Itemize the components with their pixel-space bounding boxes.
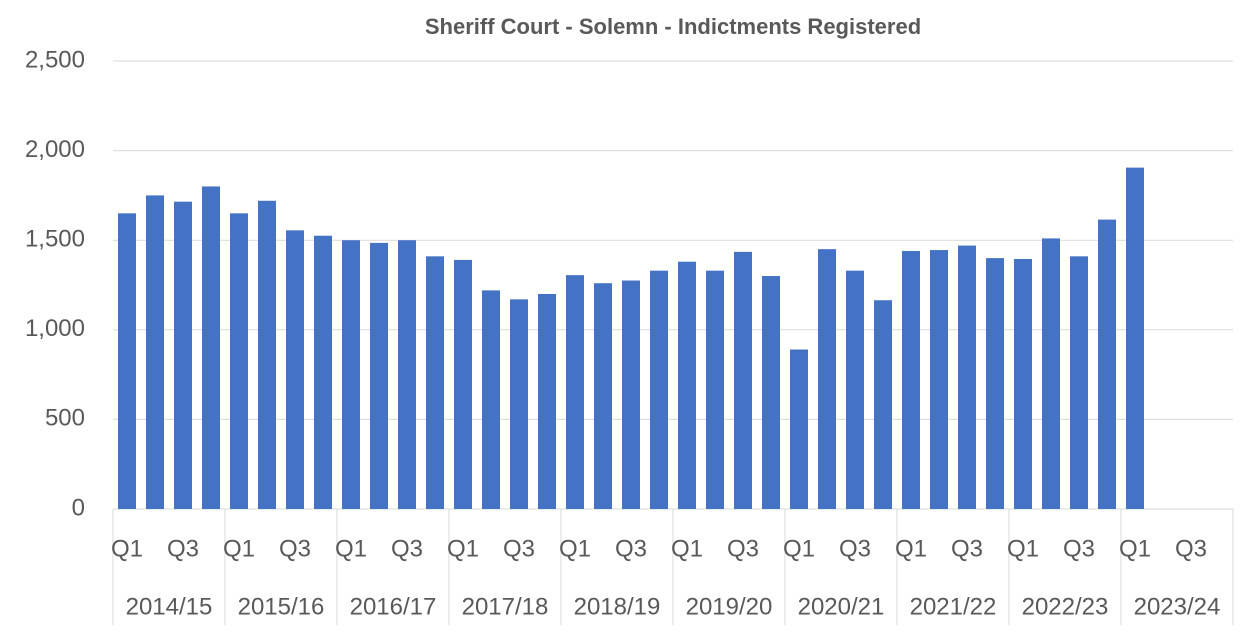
bar bbox=[566, 275, 584, 509]
group-label: 2019/20 bbox=[686, 593, 773, 620]
y-tick-label: 500 bbox=[45, 405, 85, 432]
y-tick-label: 1,000 bbox=[25, 315, 85, 342]
bar bbox=[118, 213, 136, 509]
bar bbox=[286, 230, 304, 509]
bar bbox=[1042, 238, 1060, 509]
bar bbox=[902, 250, 920, 509]
x-tick-label: Q3 bbox=[839, 535, 871, 562]
x-tick-label: Q1 bbox=[223, 535, 255, 562]
bar bbox=[258, 200, 276, 509]
group-label: 2020/21 bbox=[798, 593, 885, 620]
bar bbox=[986, 258, 1004, 509]
bar bbox=[818, 249, 836, 509]
bar bbox=[538, 293, 556, 509]
bar bbox=[594, 283, 612, 509]
bar bbox=[510, 299, 528, 509]
bar bbox=[790, 349, 808, 509]
bar bbox=[1014, 259, 1032, 509]
bar bbox=[1070, 256, 1088, 509]
group-label: 2016/17 bbox=[350, 593, 437, 620]
x-tick-label: Q3 bbox=[727, 535, 759, 562]
bar bbox=[426, 256, 444, 509]
bar bbox=[314, 235, 332, 509]
bar bbox=[454, 259, 472, 509]
bar bbox=[174, 201, 192, 509]
x-tick-label: Q3 bbox=[1063, 535, 1095, 562]
bar bbox=[1098, 219, 1116, 510]
x-tick-label: Q1 bbox=[111, 535, 143, 562]
x-tick-label: Q1 bbox=[1119, 535, 1151, 562]
x-tick-label: Q1 bbox=[1007, 535, 1039, 562]
bar bbox=[146, 195, 164, 509]
bar bbox=[874, 300, 892, 509]
x-tick-label: Q3 bbox=[167, 535, 199, 562]
bar bbox=[762, 276, 780, 509]
chart-title: Sheriff Court - Solemn - Indictments Reg… bbox=[425, 14, 921, 39]
bar bbox=[706, 270, 724, 509]
bar bbox=[370, 242, 388, 509]
x-tick-label: Q1 bbox=[335, 535, 367, 562]
x-tick-label: Q3 bbox=[391, 535, 423, 562]
x-tick-label: Q1 bbox=[895, 535, 927, 562]
bar bbox=[202, 186, 220, 509]
bar bbox=[930, 250, 948, 509]
group-label: 2023/24 bbox=[1134, 593, 1221, 620]
x-tick-label: Q3 bbox=[615, 535, 647, 562]
bar bbox=[1126, 167, 1144, 509]
x-tick-label: Q1 bbox=[447, 535, 479, 562]
bar bbox=[398, 240, 416, 509]
y-tick-label: 2,000 bbox=[25, 136, 85, 163]
group-label: 2018/19 bbox=[574, 593, 661, 620]
group-label: 2014/15 bbox=[126, 593, 213, 620]
group-label: 2022/23 bbox=[1022, 593, 1109, 620]
group-label: 2021/22 bbox=[910, 593, 997, 620]
x-tick-label: Q1 bbox=[671, 535, 703, 562]
x-tick-label: Q3 bbox=[1175, 535, 1207, 562]
bar bbox=[958, 245, 976, 510]
bar bbox=[482, 290, 500, 509]
x-tick-label: Q3 bbox=[503, 535, 535, 562]
x-tick-label: Q1 bbox=[783, 535, 815, 562]
bar bbox=[846, 270, 864, 509]
y-tick-label: 0 bbox=[72, 494, 85, 521]
bar bbox=[622, 280, 640, 509]
group-label: 2015/16 bbox=[238, 593, 325, 620]
y-tick-label: 2,500 bbox=[25, 46, 85, 73]
bar bbox=[650, 270, 668, 509]
y-tick-label: 1,500 bbox=[25, 226, 85, 253]
group-label: 2017/18 bbox=[462, 593, 549, 620]
x-tick-label: Q3 bbox=[951, 535, 983, 562]
bar bbox=[734, 251, 752, 509]
x-tick-label: Q1 bbox=[559, 535, 591, 562]
bar bbox=[230, 213, 248, 509]
bar bbox=[678, 261, 696, 509]
x-tick-label: Q3 bbox=[279, 535, 311, 562]
bar bbox=[342, 240, 360, 509]
